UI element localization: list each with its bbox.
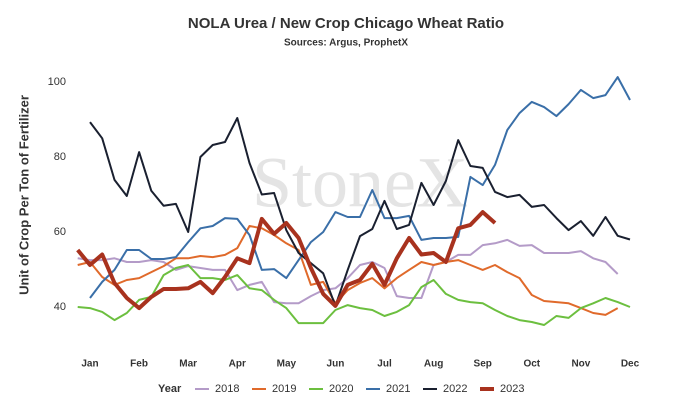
legend-label: 2021 xyxy=(386,383,410,395)
series-line xyxy=(89,76,631,299)
legend-label: 2023 xyxy=(500,383,524,395)
x-tick-label: May xyxy=(277,359,297,370)
series-line xyxy=(89,117,631,307)
x-tick-label: Mar xyxy=(179,359,197,370)
x-tick-label: Jun xyxy=(327,359,345,370)
x-tick-label: Aug xyxy=(424,359,443,370)
x-tick-label: Apr xyxy=(229,359,246,370)
legend-label: 2022 xyxy=(443,383,467,395)
legend-title: Year xyxy=(158,383,182,395)
y-axis-title: Unit of Crop Per Ton of Fertilizer xyxy=(16,95,31,295)
y-tick-label: 40 xyxy=(54,301,66,313)
x-tick-label: Sep xyxy=(474,359,492,370)
legend-label: 2018 xyxy=(215,383,239,395)
y-tick-label: 80 xyxy=(54,151,66,163)
chart-title: NOLA Urea / New Crop Chicago Wheat Ratio xyxy=(188,15,504,32)
x-tick-label: Feb xyxy=(130,359,148,370)
x-tick-label: Dec xyxy=(621,359,640,370)
y-tick-label: 60 xyxy=(54,226,66,238)
legend-label: 2020 xyxy=(329,383,353,395)
series-line xyxy=(77,225,619,316)
y-tick-label: 100 xyxy=(48,76,66,88)
legend-label: 2019 xyxy=(272,383,296,395)
series-line xyxy=(77,264,631,326)
x-tick-label: Jul xyxy=(377,359,392,370)
x-tick-label: Nov xyxy=(571,359,590,370)
chart-subtitle: Sources: Argus, ProphetX xyxy=(284,38,408,49)
x-tick-label: Jan xyxy=(81,359,98,370)
x-tick-label: Oct xyxy=(523,359,540,370)
series-line xyxy=(76,210,497,311)
watermark: StoneX xyxy=(252,143,468,223)
